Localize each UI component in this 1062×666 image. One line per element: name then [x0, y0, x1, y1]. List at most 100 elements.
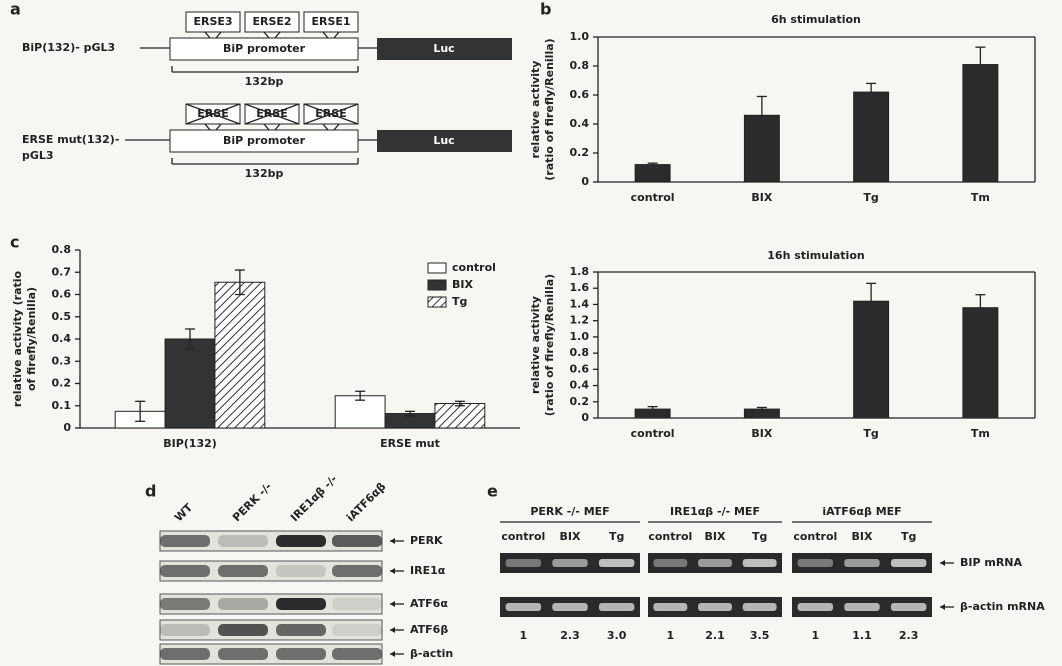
blot-column-label: iATF6αβ: [344, 480, 388, 524]
y-tick-label: 1.4: [570, 297, 590, 310]
y-tick-label: 0.2: [570, 395, 590, 408]
arrow-head: [390, 651, 395, 657]
blot-band: [276, 598, 326, 610]
arrow-head: [390, 568, 395, 574]
x-tick-label: control: [631, 427, 675, 440]
panel-letter: d: [145, 482, 156, 501]
blot-row-label: IRE1α: [410, 564, 446, 577]
y-tick-label: 0.6: [570, 88, 590, 101]
fold-value: 2.3: [899, 629, 919, 642]
bar: [635, 409, 670, 418]
bar: [963, 308, 998, 418]
fold-value: 3.0: [607, 629, 627, 642]
x-tick-label: Tm: [971, 427, 990, 440]
lane-label: Tg: [901, 530, 916, 543]
lane-label: BIX: [852, 530, 873, 543]
y-tick-label: 1.2: [570, 314, 590, 327]
gel-band: [698, 559, 732, 567]
site-line: [334, 32, 339, 38]
gel-band: [698, 603, 732, 611]
fold-value: 2.3: [560, 629, 580, 642]
bar: [744, 409, 779, 418]
blot-band: [218, 648, 268, 660]
y-tick-label: 0.2: [570, 146, 590, 159]
y-tick-label: 0.4: [52, 332, 72, 345]
group-label: IRE1αβ -/- MEF: [670, 505, 760, 518]
bar: [635, 165, 670, 182]
fold-value: 1: [812, 629, 820, 642]
fold-value: 1: [520, 629, 528, 642]
y-tick-label: 0.8: [570, 346, 590, 359]
blot-band: [160, 565, 210, 577]
y-tick-label: 1.8: [570, 265, 590, 278]
y-tick-label: 0.7: [52, 265, 72, 278]
y-tick-label: 0.4: [570, 117, 590, 130]
blot-band: [276, 648, 326, 660]
chart-title: 16h stimulation: [767, 249, 864, 262]
blot-row-label: ATF6β: [410, 623, 448, 636]
bar: [435, 404, 485, 428]
gel-band: [653, 603, 687, 611]
y-axis-label: of firefly/Renilla): [25, 287, 38, 391]
gel-band: [599, 603, 634, 611]
site-line: [323, 32, 328, 38]
gel-row-label: BIP mRNA: [960, 556, 1023, 569]
site-line: [216, 124, 221, 130]
site-line: [275, 32, 280, 38]
erse-label: ERSE3: [193, 15, 232, 28]
y-tick-label: 1.0: [570, 30, 590, 43]
y-tick-label: 0.3: [52, 354, 72, 367]
x-tick-label: Tg: [863, 191, 878, 204]
error-bar: [757, 96, 767, 115]
error-bar: [866, 83, 876, 92]
y-tick-label: 0: [63, 421, 71, 434]
legend-label: Tg: [452, 295, 467, 308]
site-line: [205, 124, 210, 130]
length-label: 132bp: [245, 167, 284, 180]
group-label: PERK -/- MEF: [530, 505, 609, 518]
fold-value: 1.1: [852, 629, 872, 642]
blot-row-label: ATF6α: [410, 597, 448, 610]
y-tick-label: 0.6: [570, 362, 590, 375]
gel-band: [891, 603, 926, 611]
blot-band: [160, 648, 210, 660]
legend-label: BIX: [452, 278, 473, 291]
arrow-head: [390, 627, 395, 633]
erse-label: ERSE2: [252, 15, 291, 28]
legend-swatch: [428, 280, 446, 290]
site-line: [323, 124, 328, 130]
blot-band: [332, 648, 382, 660]
lane-label: BIX: [705, 530, 726, 543]
bar: [854, 92, 889, 182]
site-line: [264, 124, 269, 130]
reporter-label: Luc: [433, 134, 454, 147]
gel-band: [891, 559, 926, 567]
y-axis-label: relative activity: [529, 296, 542, 394]
y-axis-label: (ratio of firefly/Renilla): [543, 38, 556, 180]
blot-band: [160, 624, 210, 636]
gel-band: [743, 603, 777, 611]
x-tick-label: control: [631, 191, 675, 204]
legend-label: control: [452, 261, 496, 274]
y-tick-label: 0.2: [52, 377, 72, 390]
x-tick-label: Tm: [971, 191, 990, 204]
gel-band: [844, 603, 879, 611]
gel-band: [506, 603, 541, 611]
construct-name: pGL3: [22, 149, 54, 162]
y-tick-label: 0.8: [52, 243, 72, 256]
blot-band: [218, 565, 268, 577]
gel-band: [506, 559, 541, 567]
bar: [165, 339, 215, 428]
blot-column-label: PERK -/-: [230, 480, 274, 524]
bar: [963, 65, 998, 182]
y-axis-label: relative activity: [529, 61, 542, 159]
y-tick-label: 1.6: [570, 281, 590, 294]
lane-label: control: [501, 530, 545, 543]
y-tick-label: 0.5: [52, 310, 72, 323]
gel-band: [743, 559, 777, 567]
gel-band: [844, 559, 879, 567]
x-tick-label: BIX: [751, 427, 772, 440]
blot-band: [276, 565, 326, 577]
gel-band: [552, 603, 587, 611]
lane-label: BIX: [560, 530, 581, 543]
